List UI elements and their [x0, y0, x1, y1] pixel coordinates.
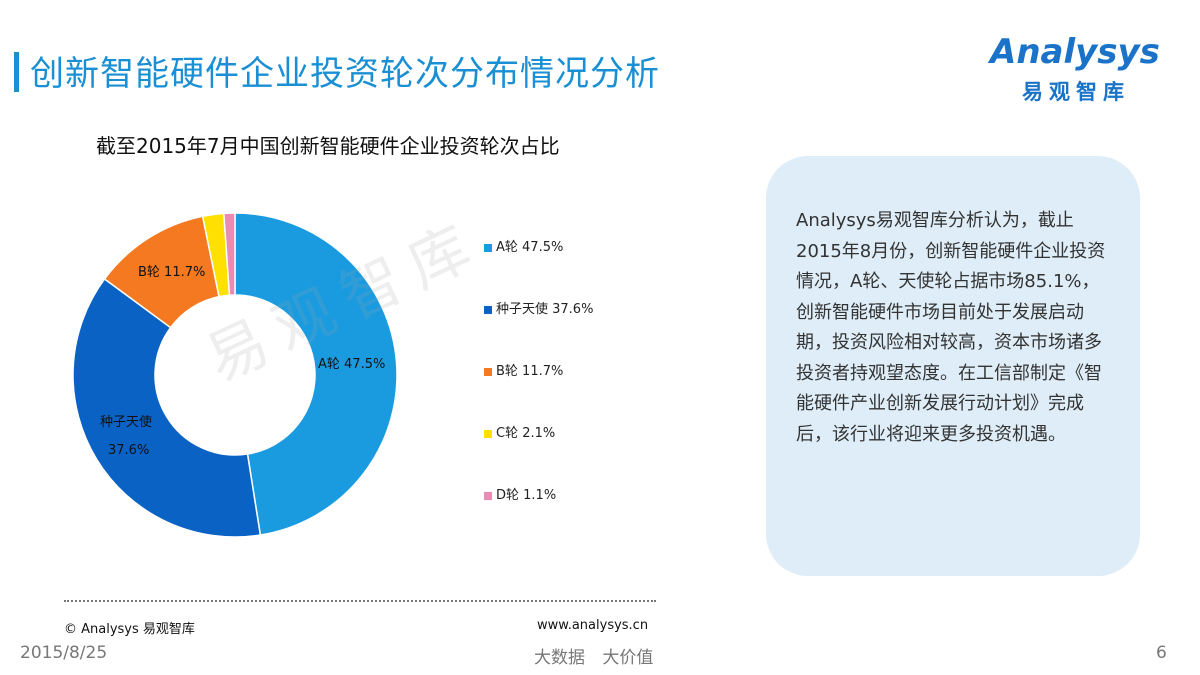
donut-chart: A轮 47.5% 种子天使 37.6% B轮 11.7%	[72, 212, 398, 538]
legend-swatch	[484, 429, 492, 438]
analysys-logo: Analysys 易观智库	[990, 32, 1160, 107]
data-label-2-category: 种子天使	[100, 414, 152, 430]
legend-swatch	[484, 367, 492, 376]
legend-label: D轮 1.1%	[496, 488, 557, 503]
data-label-1: A轮 47.5%	[318, 357, 385, 372]
legend-item-5: D轮 1.1%	[484, 486, 556, 506]
logo-chinese-name: 易观智库	[1022, 80, 1130, 104]
data-label-3: B轮 11.7%	[138, 265, 205, 280]
footer-slogan: 大数据 大价值	[534, 648, 654, 668]
footer-divider	[64, 600, 656, 602]
data-label-2-value: 37.6%	[108, 443, 149, 458]
title-accent-bar	[14, 52, 19, 92]
page-title: 创新智能硬件企业投资轮次分布情况分析	[30, 54, 660, 94]
donut-slice-1	[234, 212, 398, 536]
legend-swatch	[484, 305, 492, 314]
logo-wordmark: Analysys	[990, 32, 1160, 72]
legend-label: A轮 47.5%	[496, 240, 564, 255]
copyright-text: © Analysys 易观智库	[64, 622, 195, 637]
website-link[interactable]: www.analysys.cn	[537, 618, 649, 633]
analysis-text-box: Analysys易观智库分析认为，截止2015年8月份，创新智能硬件企业投资情况…	[766, 156, 1140, 576]
legend-item-1: A轮 47.5%	[484, 238, 563, 258]
donut-slice-2	[72, 277, 262, 538]
footer-date: 2015/8/25	[20, 643, 108, 663]
legend-label: B轮 11.7%	[496, 364, 564, 379]
donut-slice-5	[223, 212, 236, 296]
analysis-text: Analysys易观智库分析认为，截止2015年8月份，创新智能硬件企业投资情况…	[796, 210, 1106, 445]
legend-label: C轮 2.1%	[496, 426, 556, 441]
legend-item-2: 种子天使 37.6%	[484, 300, 593, 320]
legend-item-4: C轮 2.1%	[484, 424, 555, 444]
legend-swatch	[484, 491, 492, 500]
legend-label: 种子天使 37.6%	[496, 302, 594, 317]
page-number: 6	[1156, 643, 1167, 663]
legend-item-3: B轮 11.7%	[484, 362, 563, 382]
legend-swatch	[484, 243, 492, 252]
chart-title: 截至2015年7月中国创新智能硬件企业投资轮次占比	[96, 134, 560, 158]
